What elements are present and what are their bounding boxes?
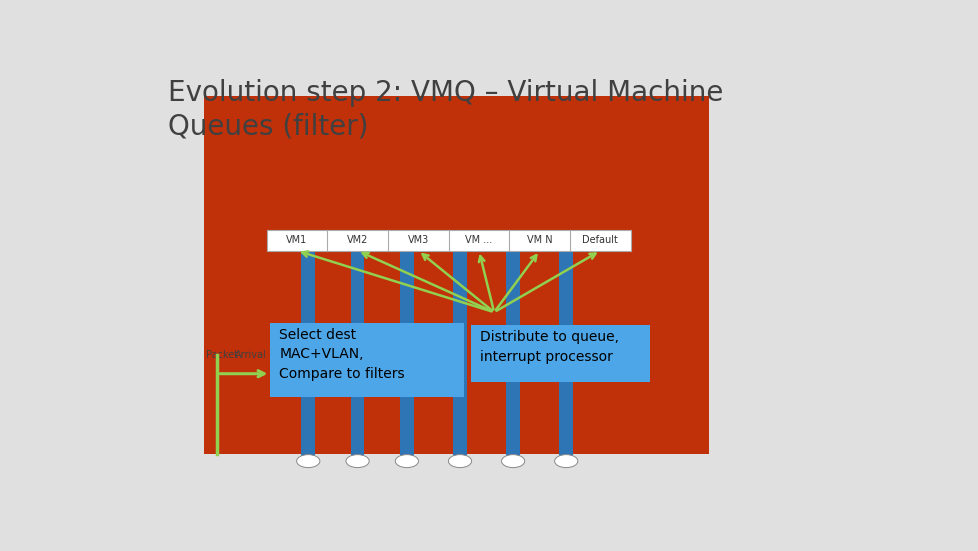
Circle shape bbox=[296, 455, 320, 468]
Bar bbox=[350, 230, 364, 465]
Bar bbox=[400, 230, 414, 465]
Text: Arrival: Arrival bbox=[235, 350, 266, 360]
Text: VM3: VM3 bbox=[407, 235, 428, 246]
Text: Default: Default bbox=[582, 235, 618, 246]
Text: Select dest
MAC+VLAN,
Compare to filters: Select dest MAC+VLAN, Compare to filters bbox=[279, 328, 405, 381]
Bar bbox=[506, 230, 519, 465]
Circle shape bbox=[345, 455, 369, 468]
Circle shape bbox=[501, 455, 524, 468]
Text: VM N: VM N bbox=[526, 235, 552, 246]
Bar bbox=[301, 230, 315, 465]
Circle shape bbox=[555, 455, 577, 468]
Bar bbox=[558, 230, 572, 465]
Text: VM2: VM2 bbox=[346, 235, 368, 246]
Text: Distribute to queue,
interrupt processor: Distribute to queue, interrupt processor bbox=[480, 330, 619, 364]
Bar bbox=[266, 230, 630, 251]
Text: Packet: Packet bbox=[205, 350, 238, 360]
Circle shape bbox=[448, 455, 471, 468]
Text: VM ...: VM ... bbox=[465, 235, 492, 246]
Bar bbox=[204, 96, 708, 455]
Text: VM1: VM1 bbox=[286, 235, 307, 246]
Circle shape bbox=[395, 455, 418, 468]
Bar bbox=[270, 323, 464, 397]
Bar bbox=[453, 230, 467, 465]
Bar bbox=[471, 325, 649, 382]
Text: Evolution step 2: VMQ – Virtual Machine
Queues (filter): Evolution step 2: VMQ – Virtual Machine … bbox=[168, 79, 723, 141]
